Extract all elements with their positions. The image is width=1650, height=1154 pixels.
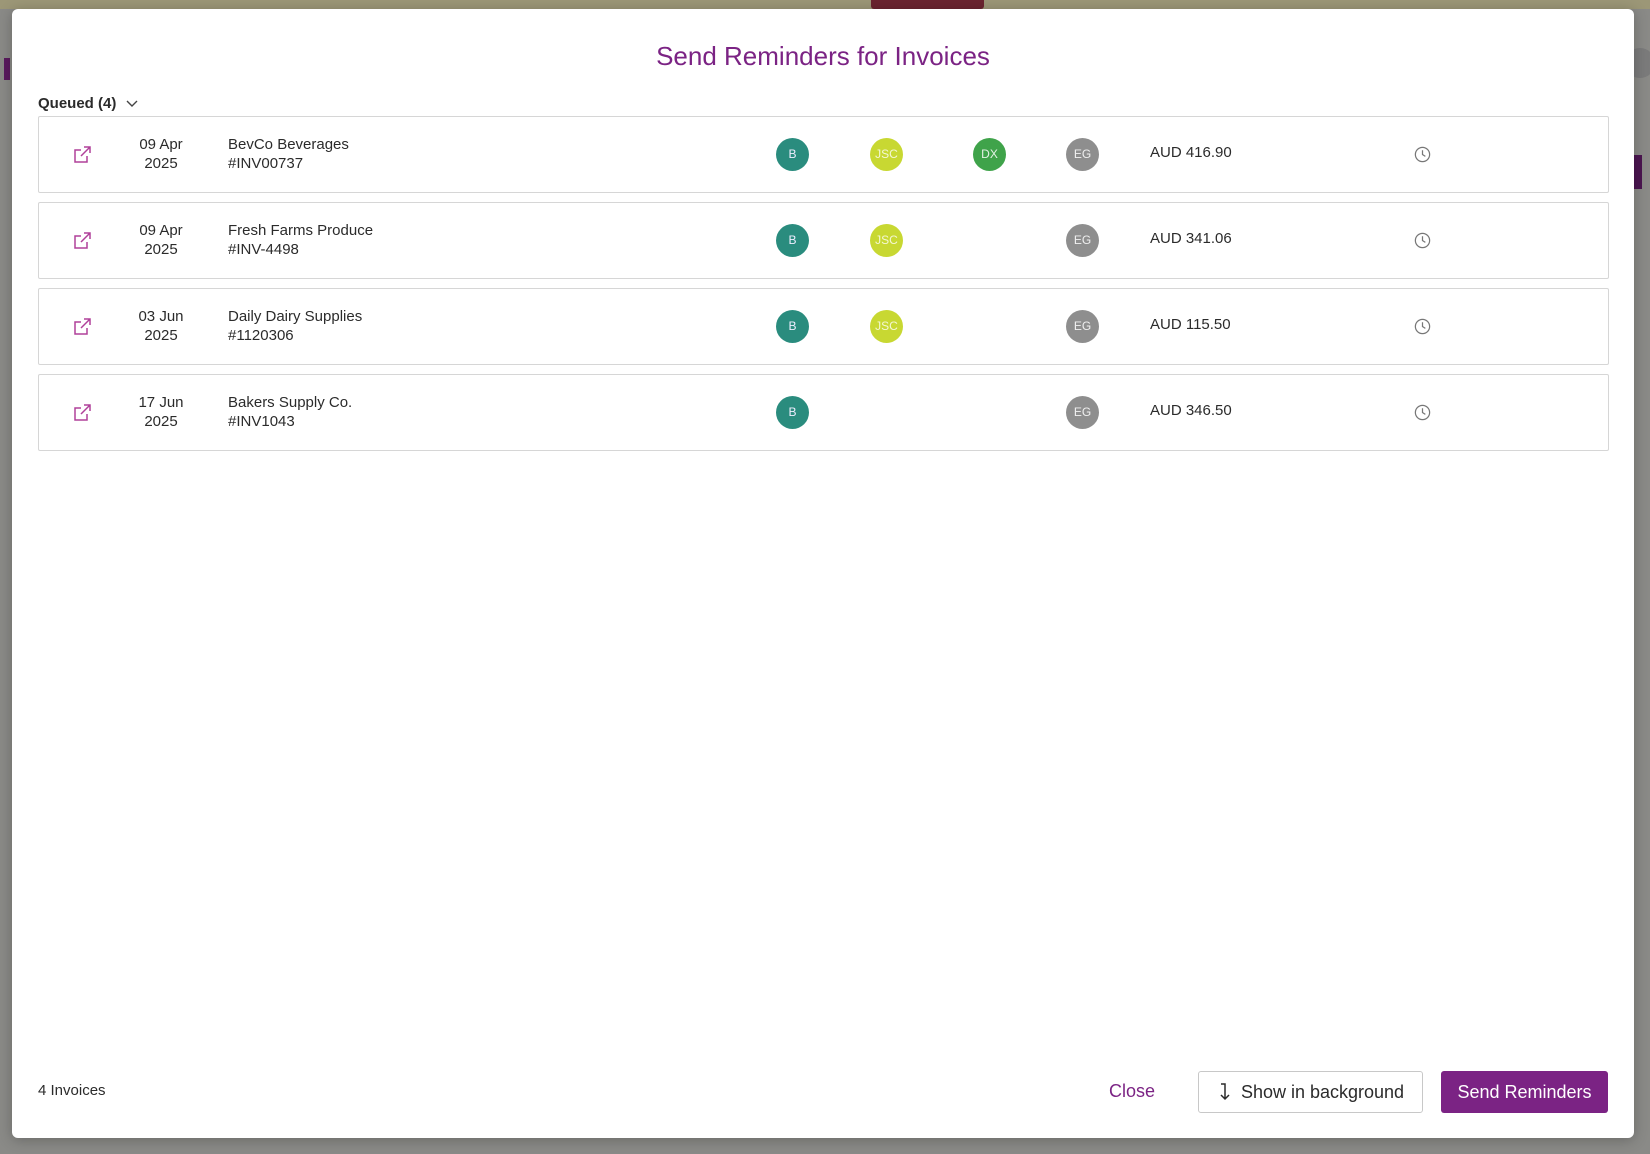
invoice-amount: AUD 346.50 bbox=[1150, 402, 1232, 419]
invoice-date-year: 2025 bbox=[144, 327, 178, 344]
invoice-list: 09 Apr 2025 BevCo Beverages #INV00737 B JS… bbox=[38, 116, 1609, 460]
avatar-b: B bbox=[776, 310, 809, 343]
clock-icon[interactable] bbox=[1413, 145, 1432, 164]
invoice-row: 17 Jun 2025 Bakers Supply Co. #INV1043 B E… bbox=[38, 374, 1609, 451]
avatar-jsc: JSC bbox=[870, 224, 903, 257]
invoice-date-day: 17 Jun bbox=[138, 394, 184, 411]
invoice-date-day: 09 Apr bbox=[139, 222, 183, 239]
queued-section-toggle[interactable]: Queued (4) bbox=[38, 89, 140, 117]
invoice-customer: Fresh Farms Produce #INV-4498 bbox=[228, 221, 373, 259]
clock-icon[interactable] bbox=[1413, 403, 1432, 422]
customer-name: Bakers Supply Co. bbox=[228, 394, 353, 411]
invoice-customer: BevCo Beverages #INV00737 bbox=[228, 135, 349, 173]
external-link-icon[interactable] bbox=[71, 402, 93, 424]
dialog-title: Send Reminders for Invoices bbox=[656, 41, 990, 71]
customer-name: Fresh Farms Produce bbox=[228, 222, 374, 239]
invoice-date-day: 03 Jun bbox=[138, 308, 184, 325]
avatar-jsc: JSC bbox=[870, 138, 903, 171]
avatar-dx: DX bbox=[973, 138, 1006, 171]
avatar-eg: EG bbox=[1066, 138, 1099, 171]
avatar-b: B bbox=[776, 396, 809, 429]
invoice-date-year: 2025 bbox=[144, 413, 178, 430]
show-in-background-button[interactable]: Show in background bbox=[1198, 1071, 1423, 1113]
invoice-number: #INV00737 bbox=[228, 155, 304, 172]
invoice-customer: Bakers Supply Co. #INV1043 bbox=[228, 393, 352, 431]
avatar-eg: EG bbox=[1066, 224, 1099, 257]
customer-name: Daily Dairy Supplies bbox=[228, 308, 363, 325]
invoice-date: 17 Jun 2025 bbox=[129, 393, 193, 431]
chevron-down-icon bbox=[126, 100, 138, 107]
invoice-count: 4 Invoices bbox=[38, 1082, 106, 1099]
invoice-date-day: 09 Apr bbox=[139, 136, 183, 153]
customer-name: BevCo Beverages bbox=[228, 136, 349, 153]
arrow-down-icon bbox=[1220, 1083, 1230, 1101]
invoice-date-year: 2025 bbox=[144, 241, 178, 258]
invoice-row: 09 Apr 2025 BevCo Beverages #INV00737 B JS… bbox=[38, 116, 1609, 193]
invoice-row: 09 Apr 2025 Fresh Farms Produce #INV-4498 … bbox=[38, 202, 1609, 279]
send-reminders-dialog: Send Reminders for Invoices Queued (4) 0… bbox=[12, 9, 1634, 1138]
close-button[interactable]: Close bbox=[1101, 1070, 1163, 1112]
avatar-eg: EG bbox=[1066, 310, 1099, 343]
external-link-icon[interactable] bbox=[71, 316, 93, 338]
invoice-date: 09 Apr 2025 bbox=[129, 135, 193, 173]
avatar-jsc: JSC bbox=[870, 310, 903, 343]
show-in-background-label: Show in background bbox=[1240, 1081, 1405, 1102]
avatar-b: B bbox=[776, 224, 809, 257]
invoice-number: #INV-4498 bbox=[228, 241, 299, 258]
invoice-amount: AUD 341.06 bbox=[1150, 230, 1232, 247]
avatar-b: B bbox=[776, 138, 809, 171]
invoice-amount: AUD 115.50 bbox=[1150, 316, 1231, 333]
invoice-row: 03 Jun 2025 Daily Dairy Supplies #1120306 … bbox=[38, 288, 1609, 365]
clock-icon[interactable] bbox=[1413, 317, 1432, 336]
avatar-eg: EG bbox=[1066, 396, 1099, 429]
clock-icon[interactable] bbox=[1413, 231, 1432, 250]
invoice-amount: AUD 416.90 bbox=[1150, 144, 1232, 161]
invoice-number: #1120306 bbox=[228, 327, 294, 344]
send-reminders-button[interactable]: Send Reminders bbox=[1441, 1071, 1608, 1113]
invoice-customer: Daily Dairy Supplies #1120306 bbox=[228, 307, 362, 345]
background-app-logo bbox=[4, 58, 10, 80]
external-link-icon[interactable] bbox=[71, 230, 93, 252]
background-app-topbar bbox=[0, 0, 1650, 9]
invoice-date-year: 2025 bbox=[144, 155, 178, 172]
invoice-date: 09 Apr 2025 bbox=[129, 221, 193, 259]
invoice-date: 03 Jun 2025 bbox=[129, 307, 193, 345]
external-link-icon[interactable] bbox=[71, 144, 93, 166]
background-app-button bbox=[871, 0, 984, 9]
queued-label: Queued (4) bbox=[38, 94, 117, 112]
invoice-number: #INV1043 bbox=[228, 413, 295, 430]
